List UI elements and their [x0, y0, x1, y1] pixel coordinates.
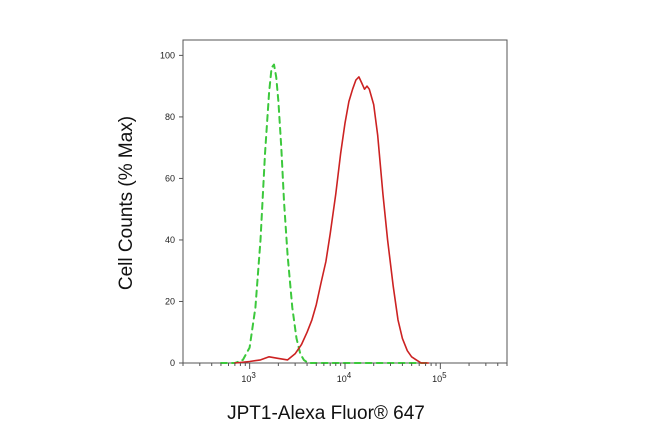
x-tick-label: 104 — [337, 371, 352, 384]
y-tick-label: 20 — [165, 296, 175, 306]
series-layer — [219, 63, 433, 364]
x-axis-label: JPT1-Alexa Fluor® 647 — [227, 403, 425, 424]
y-tick-label: 0 — [170, 358, 175, 368]
y-axis: 0 20 40 60 80 100 — [160, 50, 183, 368]
control-histogram-line — [219, 63, 433, 364]
y-tick-label: 100 — [160, 50, 175, 60]
x-tick-label: 103 — [241, 371, 256, 384]
plot-area — [182, 39, 508, 364]
y-tick-label: 40 — [165, 235, 175, 245]
y-tick-label: 80 — [165, 112, 175, 122]
plot-frame — [182, 39, 508, 364]
y-axis-label: Cell Counts (% Max) — [116, 116, 137, 290]
sample-histogram-line — [234, 76, 430, 364]
x-tick-label: 105 — [432, 371, 447, 384]
y-tick-label: 60 — [165, 173, 175, 183]
x-axis: 103 104 105 — [182, 363, 508, 384]
